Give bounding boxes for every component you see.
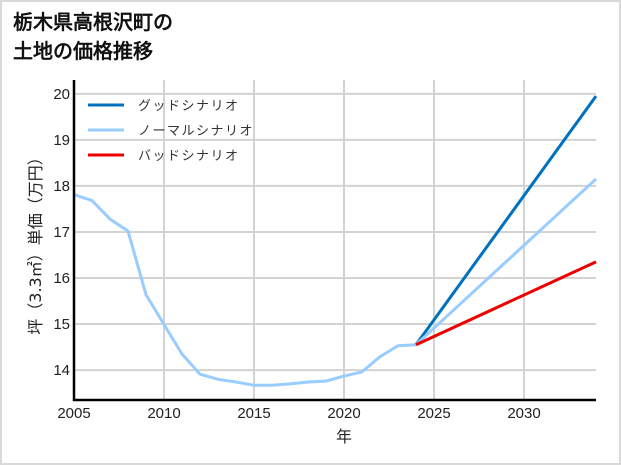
normal-scenario-line: [414, 177, 598, 346]
x-tick-label: 2010: [147, 405, 180, 422]
legend-label: グッドシナリオ: [138, 99, 240, 114]
y-tick-label: 20: [53, 86, 70, 103]
y-tick-label: 16: [53, 270, 70, 287]
data-lines: [73, 95, 598, 387]
x-tick-label: 2005: [57, 405, 90, 422]
y-tick-label: 19: [53, 132, 70, 149]
grid-lines: [74, 80, 596, 400]
axes: [72, 80, 596, 402]
bad-scenario-line: [415, 260, 597, 347]
x-tick-label: 2020: [327, 405, 360, 422]
chart-title: 栃木県高根沢町の 土地の価格推移: [13, 10, 173, 63]
legend-label: バッドシナリオ: [138, 149, 240, 164]
y-tick-label: 18: [53, 178, 70, 195]
tick-labels: 2005 2010 2015 2020 2025 2030 14 15 16 17 18 19 20: [53, 86, 540, 422]
good-scenario-line: [414, 95, 598, 346]
y-axis-label: 坪（3.3㎡）単価（万円）: [26, 149, 45, 334]
x-tick-label: 2015: [237, 405, 270, 422]
historical-line: [73, 193, 417, 387]
y-tick-label: 14: [53, 362, 70, 379]
legend-label: ノーマルシナリオ: [138, 124, 254, 139]
y-tick-label: 17: [53, 224, 70, 241]
x-tick-label: 2030: [507, 405, 540, 422]
x-axis-label: 年: [336, 427, 352, 446]
y-tick-label: 15: [53, 316, 70, 333]
x-tick-label: 2025: [417, 405, 450, 422]
